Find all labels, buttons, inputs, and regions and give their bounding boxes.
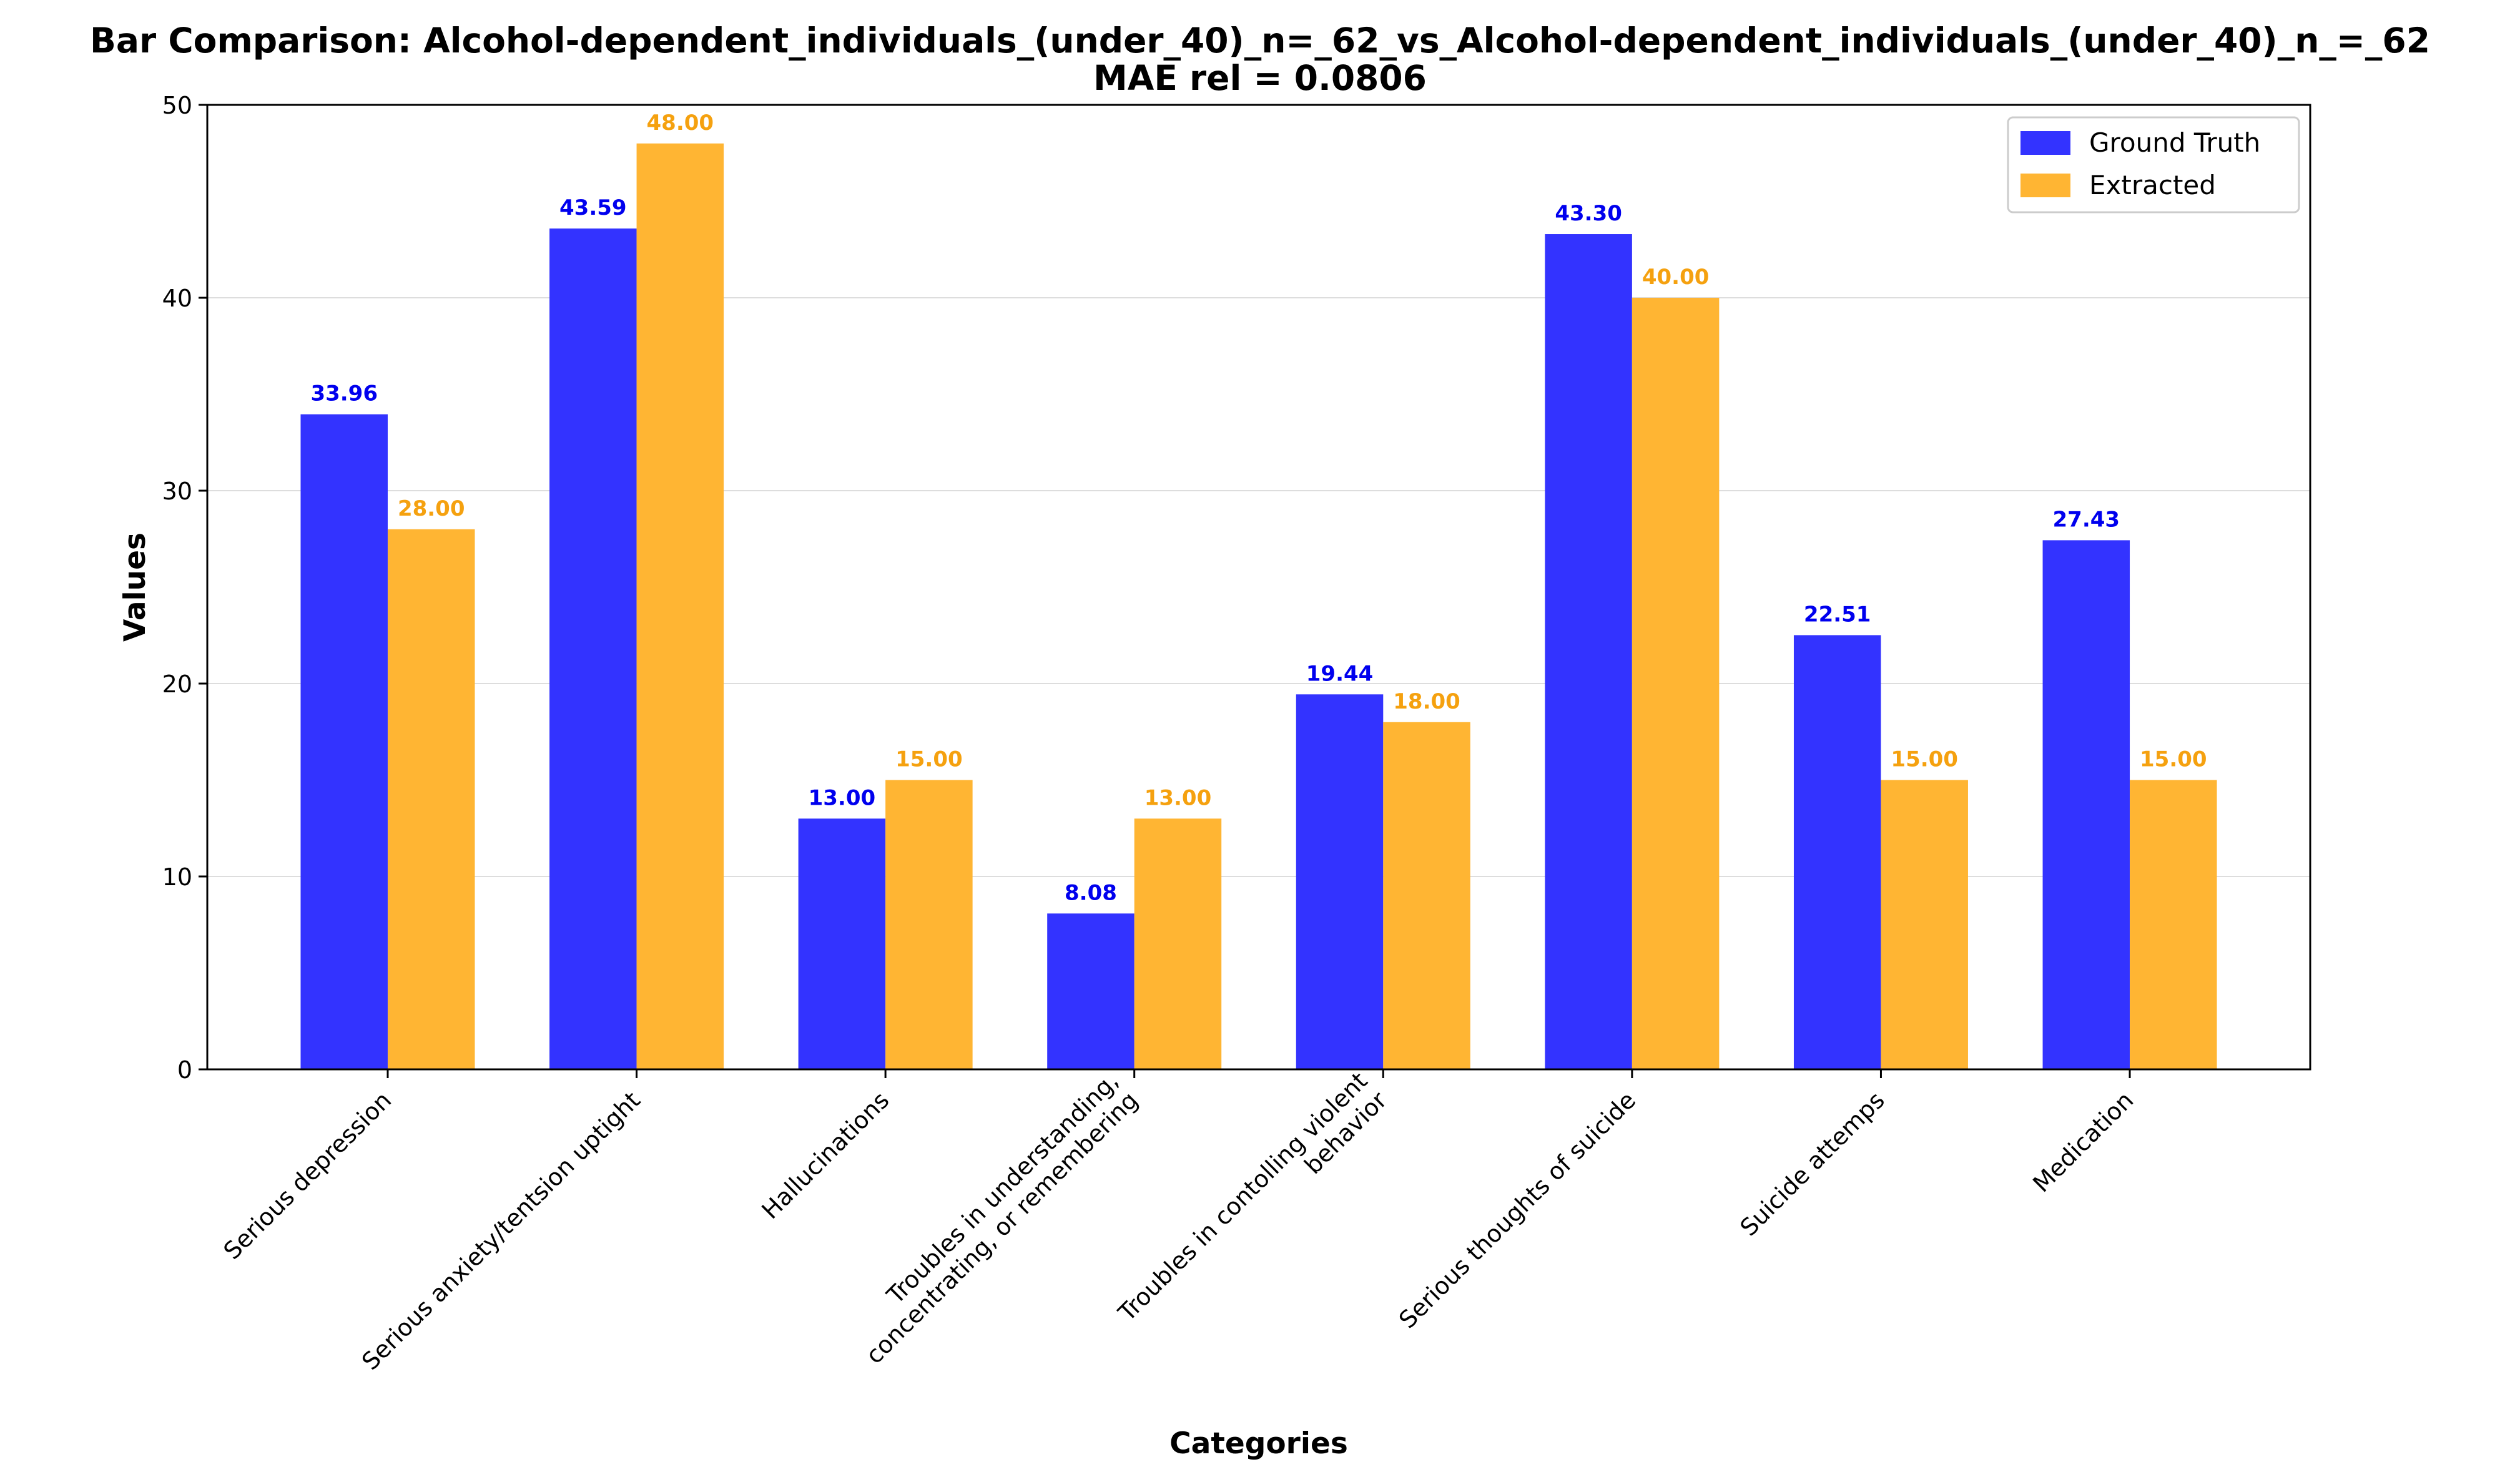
- bar-ground-truth: [1545, 234, 1632, 1069]
- bar-ground-truth: [549, 228, 637, 1070]
- value-label-ground-truth: 13.00: [809, 785, 876, 810]
- y-tick-label: 30: [162, 478, 192, 505]
- value-label-extracted: 15.00: [2140, 747, 2207, 772]
- chart-title: Bar Comparison: Alcohol-dependent_indivi…: [90, 21, 2430, 61]
- value-label-extracted: 18.00: [1393, 689, 1460, 714]
- value-label-extracted: 15.00: [895, 747, 963, 772]
- y-axis: 0 10 20 30 40 50: [162, 92, 207, 1084]
- value-label-ground-truth: 33.96: [310, 381, 378, 406]
- value-label-extracted: 13.00: [1144, 785, 1212, 810]
- y-axis-title: Values: [118, 532, 152, 642]
- legend-label: Extracted: [2089, 170, 2216, 200]
- value-labels: 33.96 28.00 43.59 48.00 13.00 15.00 8.08 13.00 1…: [310, 110, 2207, 906]
- bar-ground-truth: [2042, 540, 2130, 1069]
- legend: Ground Truth Extracted: [2007, 116, 2300, 213]
- y-tick-label: 10: [162, 863, 192, 891]
- legend-box: [2007, 116, 2300, 213]
- value-label-extracted: 40.00: [1642, 265, 1710, 290]
- legend-swatch: [2020, 131, 2070, 155]
- bar-ground-truth: [300, 414, 388, 1069]
- value-label-ground-truth: 43.59: [559, 195, 627, 220]
- bar-ground-truth: [1296, 694, 1384, 1069]
- bar-extracted: [1881, 780, 1968, 1069]
- bars: [300, 143, 2217, 1070]
- bar-extracted: [885, 780, 973, 1069]
- bar-extracted: [1632, 298, 1720, 1069]
- y-tick-label: 50: [162, 92, 192, 119]
- y-tick-label: 0: [177, 1056, 192, 1084]
- bar-ground-truth: [1793, 635, 1881, 1069]
- value-label-ground-truth: 8.08: [1065, 880, 1117, 905]
- bar-extracted: [1383, 722, 1470, 1069]
- value-label-extracted: 48.00: [647, 110, 714, 135]
- bar-extracted: [2130, 780, 2217, 1069]
- value-label-ground-truth: 43.30: [1555, 201, 1622, 226]
- y-tick-label: 20: [162, 670, 192, 698]
- legend-swatch: [2020, 174, 2070, 197]
- value-label-ground-truth: 19.44: [1306, 661, 1374, 686]
- value-label-ground-truth: 27.43: [2053, 507, 2120, 532]
- bar-extracted: [1134, 818, 1222, 1069]
- value-label-extracted: 28.00: [398, 496, 465, 521]
- bar-ground-truth: [798, 818, 886, 1069]
- y-tick-label: 40: [162, 285, 192, 312]
- legend-label: Ground Truth: [2089, 127, 2260, 158]
- value-label-ground-truth: 22.51: [1804, 602, 1871, 627]
- plot-frame: [206, 104, 2311, 1071]
- chart-subtitle: MAE rel = 0.0806: [1093, 58, 1427, 98]
- x-axis-title: Categories: [1169, 1426, 1348, 1461]
- bar-extracted: [387, 529, 475, 1069]
- bar-extracted: [636, 143, 724, 1069]
- bar-ground-truth: [1047, 913, 1134, 1069]
- value-label-extracted: 15.00: [1891, 747, 1958, 772]
